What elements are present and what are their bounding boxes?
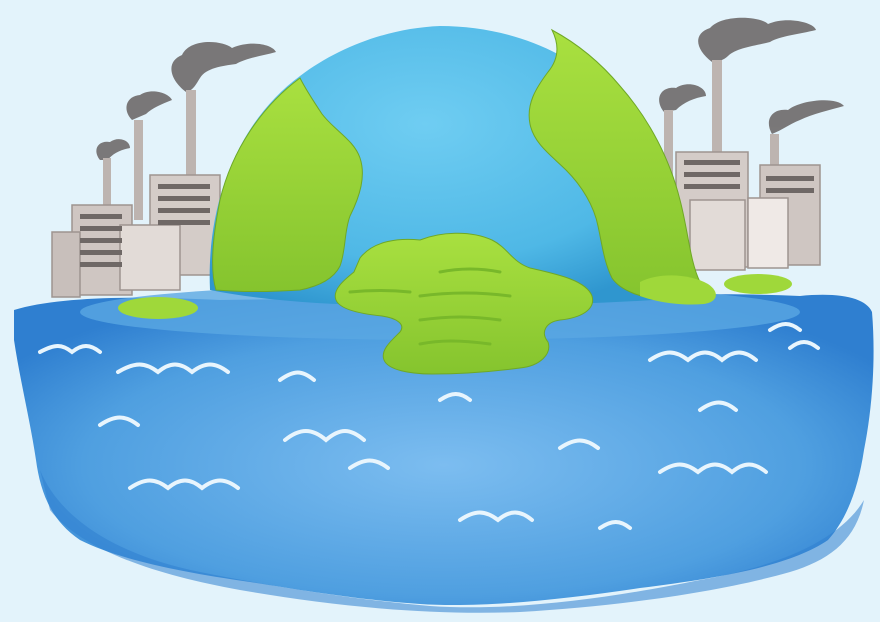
factory-building	[747, 197, 789, 269]
factory-cluster-left	[51, 42, 276, 298]
smoke-plume-icon	[659, 17, 844, 134]
chimney	[103, 158, 111, 218]
island	[118, 297, 198, 319]
chimney	[134, 120, 143, 220]
globe-land-left	[212, 77, 363, 292]
globe-land-melt	[334, 232, 594, 375]
melt-ridges	[348, 267, 512, 346]
island	[724, 274, 792, 294]
melting-globe	[118, 26, 792, 375]
factory-building	[51, 231, 81, 298]
chimney	[712, 60, 722, 170]
chimney	[664, 110, 673, 190]
factory-building	[119, 224, 181, 291]
chimney	[186, 90, 196, 180]
chimney	[770, 134, 779, 194]
building-windows	[684, 160, 814, 193]
waves	[38, 322, 820, 530]
building-windows	[80, 184, 210, 267]
factory-building	[689, 199, 746, 271]
globe-land-drip	[640, 275, 716, 305]
smoke-plume-icon	[96, 42, 276, 160]
